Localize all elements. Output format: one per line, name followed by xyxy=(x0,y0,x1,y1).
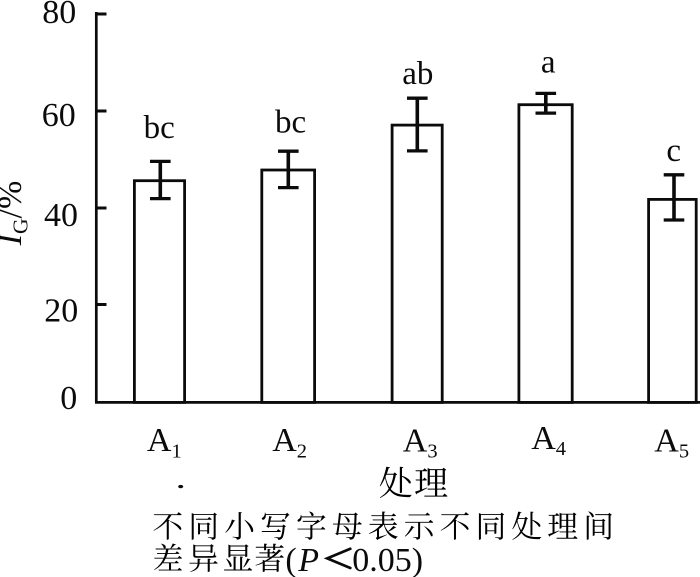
svg-text:bc: bc xyxy=(144,110,175,146)
svg-text:ab: ab xyxy=(402,56,433,92)
svg-text:0.05): 0.05) xyxy=(352,542,423,577)
svg-text:c: c xyxy=(666,133,681,169)
svg-text:40: 40 xyxy=(44,197,78,234)
svg-text:20: 20 xyxy=(44,293,78,330)
svg-text:0: 0 xyxy=(60,380,77,417)
svg-text:a: a xyxy=(541,45,556,81)
svg-text:(P: (P xyxy=(285,542,320,577)
svg-text:60: 60 xyxy=(42,97,76,134)
svg-text:bc: bc xyxy=(275,105,306,141)
svg-text:80: 80 xyxy=(42,0,76,31)
svg-text:IG/%: IG/% xyxy=(0,181,32,247)
